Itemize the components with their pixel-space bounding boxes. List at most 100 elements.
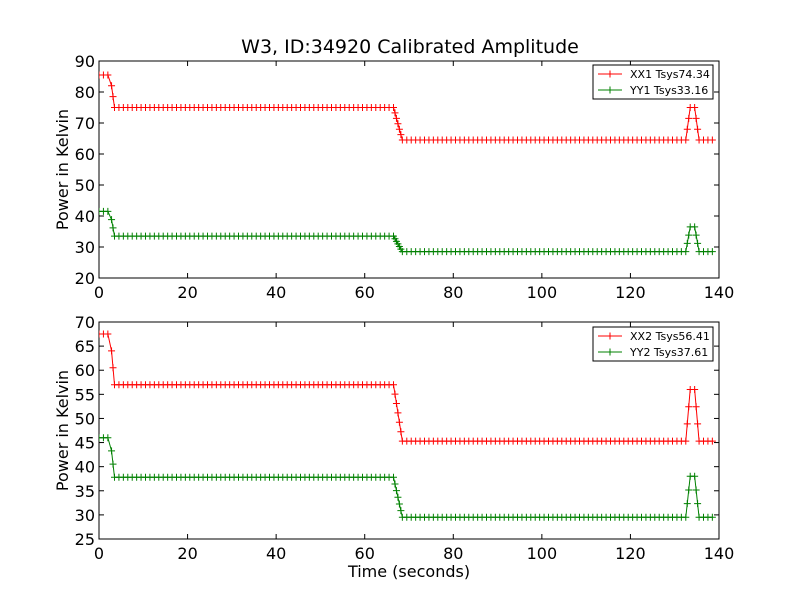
data-point-marker: [708, 513, 716, 521]
data-point-marker: [108, 216, 116, 224]
y-tick-label: 50: [75, 176, 95, 195]
data-point-marker: [691, 386, 699, 394]
series-yy-line: [99, 207, 716, 256]
data-point-marker: [391, 109, 399, 117]
top-panel: 0 20 40 60 80 100 120 1402030405060708090Power …: [53, 52, 734, 302]
x-tick-label: 140: [704, 544, 735, 563]
data-point-marker: [685, 403, 693, 411]
bottom-panel: 0 20 40 60 80 100 120 140 25 30 35 40 45 50 55 60 65 70 Po…: [53, 313, 734, 581]
x-tick-label: 60: [355, 544, 375, 563]
legend: XX2 Tsys56.41 YY2 Tsys37.61: [592, 326, 714, 362]
x-tick-label: 140: [704, 283, 735, 302]
data-point-marker: [104, 207, 112, 215]
y-tick-label: 40: [75, 458, 95, 477]
data-point-marker: [692, 486, 700, 494]
data-point-marker: [394, 409, 402, 417]
y-tick-label: 30: [75, 506, 95, 525]
y-tick-label: 30: [75, 238, 95, 257]
x-tick-label: 20: [177, 283, 197, 302]
data-point-marker: [683, 239, 691, 247]
data-point-marker: [108, 447, 116, 455]
figure-title: W3, ID:34920 Calibrated Amplitude: [241, 36, 579, 58]
y-axis-label: Power in Kelvin: [53, 370, 72, 491]
legend-label: XX2 Tsys56.41: [630, 330, 710, 343]
x-tick-label: 120: [615, 283, 646, 302]
legend-marker: [606, 348, 614, 356]
data-point-marker: [397, 428, 405, 436]
legend-marker: [606, 70, 614, 78]
y-tick-label: 35: [75, 482, 95, 501]
data-point-marker: [683, 125, 691, 133]
legend-label: XX1 Tsys74.34: [630, 68, 710, 81]
data-point-marker: [694, 125, 702, 133]
data-point-marker: [392, 114, 400, 122]
data-point-marker: [683, 420, 691, 428]
data-point-marker: [391, 480, 399, 488]
data-point-marker: [394, 120, 402, 128]
x-tick-label: 100: [527, 544, 558, 563]
data-point-marker: [395, 418, 403, 426]
data-point-marker: [694, 500, 702, 508]
data-point-marker: [109, 93, 117, 101]
data-point-marker: [685, 114, 693, 122]
data-point-marker: [397, 507, 405, 515]
data-point-marker: [708, 248, 716, 256]
x-tick-label: 80: [443, 283, 463, 302]
series-yy-line: [99, 434, 716, 521]
data-point-marker: [104, 71, 112, 79]
data-point-marker: [691, 104, 699, 111]
data-point-marker: [691, 472, 699, 480]
y-axis-label: Power in Kelvin: [53, 109, 72, 230]
data-point-marker: [682, 513, 690, 521]
legend: XX1 Tsys74.34 YY1 Tsys33.16: [592, 64, 714, 100]
x-tick-label: 40: [266, 283, 286, 302]
x-tick-label: 100: [527, 283, 558, 302]
y-tick-label: 45: [75, 434, 95, 453]
data-point-marker: [708, 136, 716, 144]
data-point-marker: [685, 231, 693, 239]
data-point-marker: [390, 381, 397, 389]
data-point-marker: [390, 473, 397, 481]
data-point-marker: [104, 434, 112, 442]
data-point-marker: [392, 399, 400, 407]
y-tick-label: 50: [75, 409, 95, 428]
y-tick-label: 60: [75, 361, 95, 380]
legend-marker: [606, 332, 614, 340]
y-tick-label: 20: [75, 269, 95, 288]
legend-marker: [606, 86, 614, 94]
y-tick-label: 70: [75, 114, 95, 133]
data-point-marker: [104, 330, 112, 338]
y-tick-label: 60: [75, 145, 95, 164]
legend-label: YY2 Tsys37.61: [629, 346, 708, 359]
x-tick-label: 0: [94, 283, 104, 302]
series-xx-line: [99, 330, 716, 445]
x-tick-label: 120: [615, 544, 646, 563]
data-point-marker: [108, 82, 116, 90]
data-point-marker: [395, 500, 403, 508]
x-tick-label: 60: [355, 283, 375, 302]
data-point-marker: [694, 420, 702, 428]
data-point-marker: [109, 460, 117, 468]
x-tick-label: 80: [443, 544, 463, 563]
data-point-marker: [109, 364, 117, 372]
data-point-marker: [685, 486, 693, 494]
data-point-marker: [390, 104, 397, 111]
y-tick-label: 65: [75, 337, 95, 356]
x-axis-label: Time (seconds): [347, 562, 470, 581]
data-point-marker: [108, 347, 116, 355]
data-point-marker: [691, 223, 699, 231]
data-point-marker: [682, 248, 690, 256]
series-xx-line: [99, 71, 716, 144]
data-point-marker: [391, 390, 399, 398]
y-tick-label: 40: [75, 207, 95, 226]
legend-label: YY1 Tsys33.16: [629, 84, 708, 97]
data-point-marker: [692, 231, 700, 239]
data-point-marker: [692, 403, 700, 411]
data-point-marker: [682, 136, 690, 144]
y-tick-label: 70: [75, 313, 95, 332]
data-point-marker: [682, 437, 690, 445]
legend-box: [592, 326, 714, 362]
data-point-marker: [392, 487, 400, 495]
y-tick-label: 90: [75, 52, 95, 71]
